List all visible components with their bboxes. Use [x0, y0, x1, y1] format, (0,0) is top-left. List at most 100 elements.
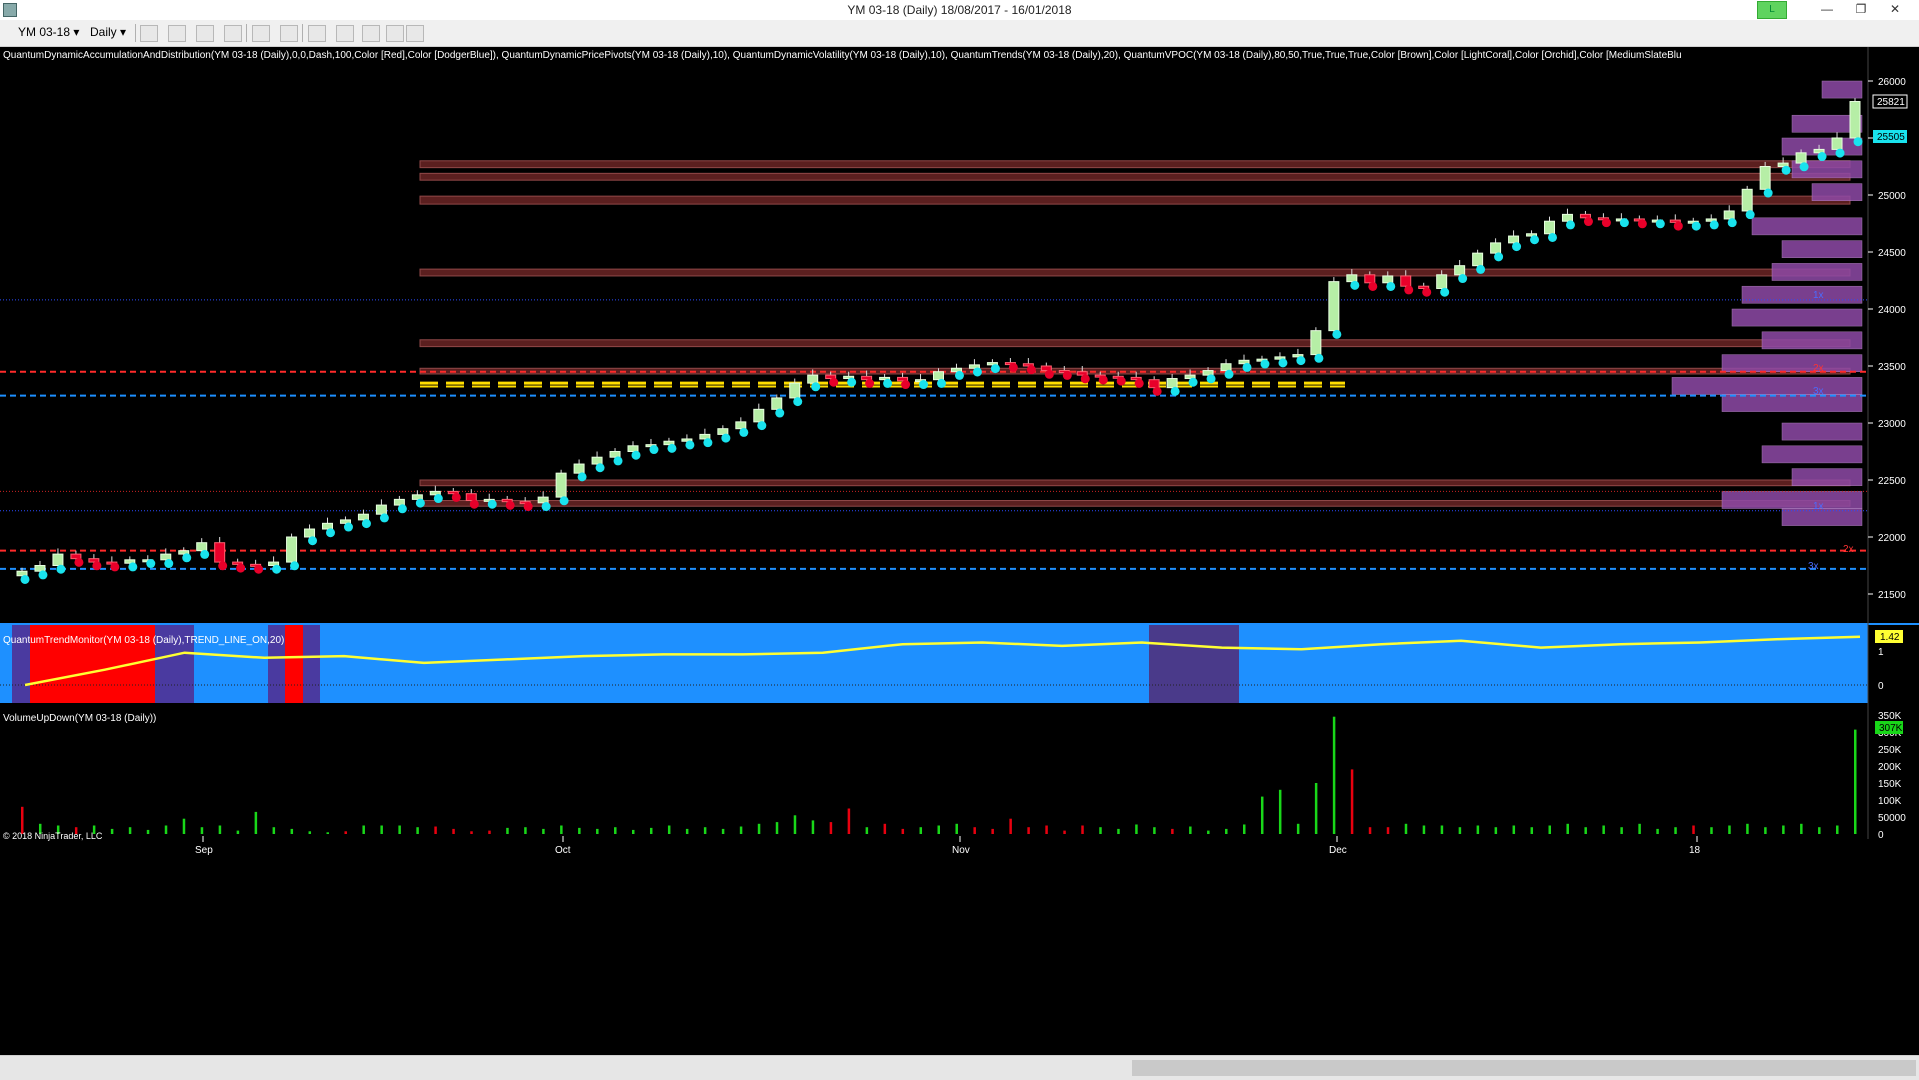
volume-bar [739, 826, 743, 834]
volume-bar [290, 828, 294, 834]
volume-bar [1189, 826, 1192, 834]
volume-bar [1243, 824, 1246, 834]
candle [268, 561, 280, 567]
volume-bar [1099, 827, 1102, 834]
chart-style-icon[interactable] [140, 25, 158, 42]
candle [1669, 219, 1681, 223]
vpoc-zone [419, 195, 1851, 205]
trend-dot [559, 496, 569, 506]
candle [717, 428, 729, 435]
volume-profile-bar [1791, 160, 1863, 179]
chart-trader-icon[interactable] [336, 25, 354, 42]
trend-dot [308, 536, 318, 546]
trend-dot [595, 463, 605, 473]
trend-panel[interactable] [0, 625, 1868, 703]
candle [304, 528, 316, 538]
toolbar-divider [246, 24, 247, 42]
vpoc-zone [419, 339, 1851, 348]
volume-tick-label: 100K [1878, 796, 1902, 807]
candle [1795, 152, 1807, 164]
close-button[interactable]: ✕ [1889, 2, 1901, 16]
price-panel[interactable] [0, 80, 1919, 625]
minimize-button[interactable]: — [1821, 2, 1833, 16]
volume-profile-bar [1811, 183, 1863, 201]
volume-bar [1656, 828, 1659, 834]
drawing-tools-icon[interactable] [168, 25, 186, 42]
volume-bar [524, 827, 527, 834]
candle [1166, 378, 1178, 389]
account-connection-badge[interactable]: L [1757, 1, 1787, 19]
trend-tick-label: 0 [1878, 681, 1884, 692]
candle [1130, 376, 1142, 381]
volume-tick-label: 0 [1878, 830, 1884, 841]
trend-dot [1170, 386, 1180, 396]
volume-bar [326, 832, 329, 834]
candle [1849, 101, 1861, 139]
volume-profile-bar [1791, 468, 1863, 486]
trend-dot [1062, 370, 1072, 380]
volume-bar [146, 829, 150, 834]
trend-dot [1709, 220, 1719, 230]
level-marker-1x: 1x [1813, 290, 1824, 301]
vpoc-zone [419, 500, 1851, 507]
volume-bar [1027, 827, 1030, 834]
candle [1490, 242, 1502, 254]
volume-bar [452, 828, 455, 834]
volume-bar [578, 827, 581, 834]
trend-dot [1458, 274, 1468, 284]
volume-bar [416, 827, 419, 834]
candle [501, 498, 513, 503]
trend-dot [793, 397, 803, 407]
horizontal-scrollbar[interactable] [0, 1055, 1919, 1080]
trend-dot [272, 564, 282, 574]
candle [447, 490, 459, 495]
templates-icon[interactable] [406, 25, 424, 42]
trend-dot [721, 433, 731, 443]
volume-bar [667, 825, 671, 834]
volume-bar [793, 815, 797, 834]
time-tick-label: Sep [195, 845, 213, 856]
volume-bar [542, 828, 545, 834]
candle [1561, 213, 1573, 222]
candle [771, 397, 783, 410]
trend-dot [1152, 386, 1162, 396]
candle [825, 374, 837, 380]
data-box-icon[interactable] [308, 25, 326, 42]
screenshot-icon[interactable] [362, 25, 380, 42]
panel-separator [0, 623, 1919, 625]
trend-dot [1548, 232, 1557, 242]
maximize-button[interactable]: ❐ [1855, 2, 1867, 16]
volume-bar [1171, 828, 1174, 834]
strategies-icon[interactable] [224, 25, 242, 42]
volume-bar [110, 828, 114, 834]
volume-panel[interactable] [21, 716, 1857, 834]
axes: 2600025500250002450024000235002300022500… [0, 47, 1919, 856]
instrument-selector[interactable]: YM 03-18 ▾ [18, 25, 80, 39]
scrollbar-thumb[interactable] [1132, 1060, 1916, 1076]
trend-dot [1601, 218, 1611, 228]
trend-dot [1026, 365, 1036, 375]
candle [1346, 274, 1358, 283]
volume-bar [865, 827, 869, 834]
trend-value-label: 1.42 [1880, 632, 1900, 643]
volume-bar [1135, 824, 1138, 834]
level-marker-2x: 2x [1843, 544, 1854, 555]
trend-dot [954, 370, 964, 380]
candle [124, 559, 136, 564]
cursor-icon[interactable] [252, 25, 270, 42]
period-selector[interactable]: Daily ▾ [90, 25, 127, 39]
chart-area[interactable]: 2600025500250002450024000235002300022500… [0, 47, 1919, 1055]
trend-dot [1044, 369, 1054, 379]
trend-dot [1853, 137, 1863, 147]
add-indicator-icon[interactable] [196, 25, 214, 42]
trend-dot [1350, 280, 1360, 290]
properties-icon[interactable] [386, 25, 404, 42]
trend-dot [919, 380, 929, 390]
candle [950, 367, 962, 373]
trend-dot [1476, 264, 1486, 274]
volume-bar [182, 818, 186, 834]
zoom-icon[interactable] [280, 25, 298, 42]
chart-canvas[interactable]: 2600025500250002450024000235002300022500… [0, 47, 1919, 1055]
volume-bar [1674, 827, 1677, 834]
price-tick-label: 23500 [1878, 362, 1906, 373]
